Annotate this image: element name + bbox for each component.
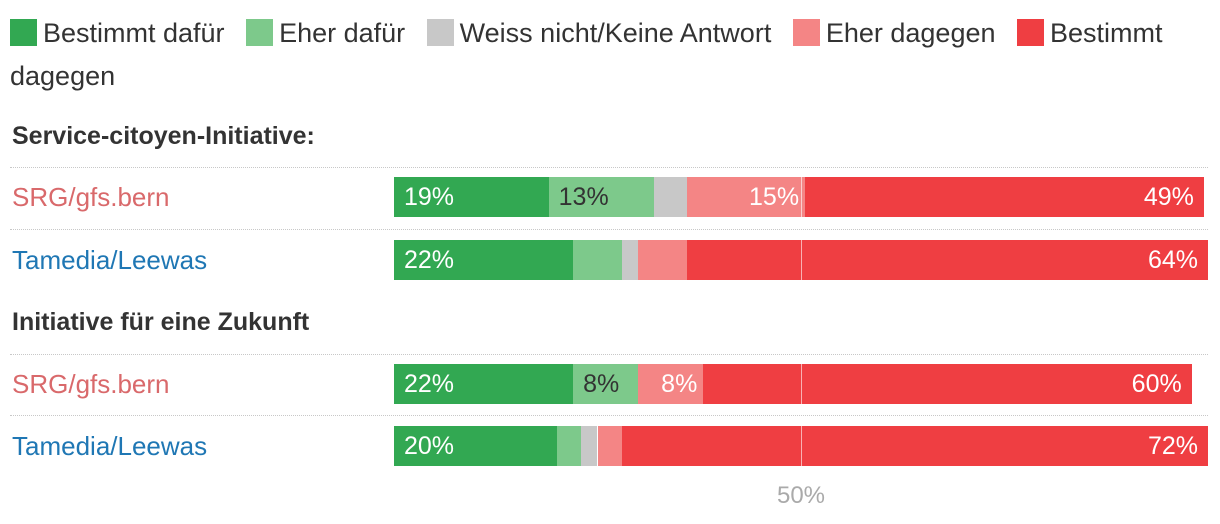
data-label: 15%	[749, 183, 800, 211]
legend-label: Eher dagegen	[825, 18, 996, 48]
row-label: SRG/gfs.bern	[12, 182, 170, 212]
row-label: SRG/gfs.bern	[12, 369, 170, 399]
bar-segment	[597, 426, 622, 466]
legend-item: Eher dafür	[246, 18, 405, 48]
legend-swatch	[10, 19, 37, 46]
data-label: 8%	[583, 370, 620, 398]
bar-segment	[654, 177, 688, 217]
legend-swatch	[1017, 19, 1045, 46]
data-label: 64%	[1147, 246, 1198, 274]
data-label: 8%	[661, 370, 698, 398]
data-label: 19%	[404, 183, 455, 211]
bar-segment	[621, 240, 639, 280]
axis-tick-label-50: 50%	[776, 482, 826, 509]
row-divider	[10, 354, 1208, 355]
stacked-bar: 20% 72%	[394, 426, 1208, 466]
legend-label: Bestimmt dafür	[43, 18, 225, 48]
legend-label: Bestimmt dagegen	[10, 18, 1163, 91]
stacked-bar: 19% 13% 15% 49%	[394, 177, 1208, 217]
bar-segment	[687, 240, 1208, 280]
legend: Bestimmt dafür Eher dafür Weiss nicht/Ke…	[10, 12, 1210, 98]
legend-item: Weiss nicht/Keine Antwort	[426, 18, 772, 48]
bar-segment	[638, 240, 688, 280]
bar-segment	[687, 177, 806, 217]
group-title: Initiative für eine Zukunft	[12, 308, 310, 336]
stacked-bar: 22% 64%	[394, 240, 1208, 280]
data-label: 22%	[404, 370, 455, 398]
midpoint-line	[801, 240, 802, 280]
legend-swatch	[246, 19, 274, 46]
bar-segment	[556, 426, 582, 466]
bar-segment	[805, 177, 1204, 217]
legend-label: Weiss nicht/Keine Antwort	[459, 18, 772, 48]
row-divider	[10, 415, 1208, 416]
stacked-bar: 22% 8% 8% 60%	[394, 364, 1208, 404]
row-divider	[10, 229, 1208, 230]
midpoint-line	[801, 364, 802, 404]
bar-segment	[703, 364, 1192, 404]
legend-item: Bestimmt dafür	[10, 18, 225, 48]
legend-label: Eher dafür	[279, 18, 406, 48]
bar-segment	[394, 177, 549, 217]
bar-segment	[638, 364, 704, 404]
midpoint-line	[801, 426, 802, 466]
bar-segment	[573, 240, 622, 280]
data-label: 20%	[404, 432, 455, 460]
legend-item: Bestimmt dagegen	[10, 18, 1163, 91]
bar-segment	[581, 426, 598, 466]
data-label: 22%	[404, 246, 455, 274]
legend-swatch	[426, 19, 454, 46]
bar-segment	[573, 364, 639, 404]
data-label: 49%	[1143, 183, 1194, 211]
bar-segment	[621, 426, 1208, 466]
group-title: Service-citoyen-Initiative:	[12, 122, 315, 150]
row-divider	[10, 167, 1208, 168]
row-label: Tamedia/Leewas	[12, 431, 208, 461]
legend-item: Eher dagegen	[792, 18, 996, 48]
legend-swatch	[792, 19, 820, 46]
data-label: 72%	[1147, 432, 1198, 460]
bar-segment	[394, 364, 574, 404]
bar-segment	[548, 177, 655, 217]
row-label: Tamedia/Leewas	[12, 245, 208, 275]
midpoint-line	[801, 177, 802, 217]
data-label: 13%	[558, 183, 609, 211]
data-label: 60%	[1131, 370, 1182, 398]
bar-segment	[394, 240, 574, 280]
bar-segment	[394, 426, 557, 466]
